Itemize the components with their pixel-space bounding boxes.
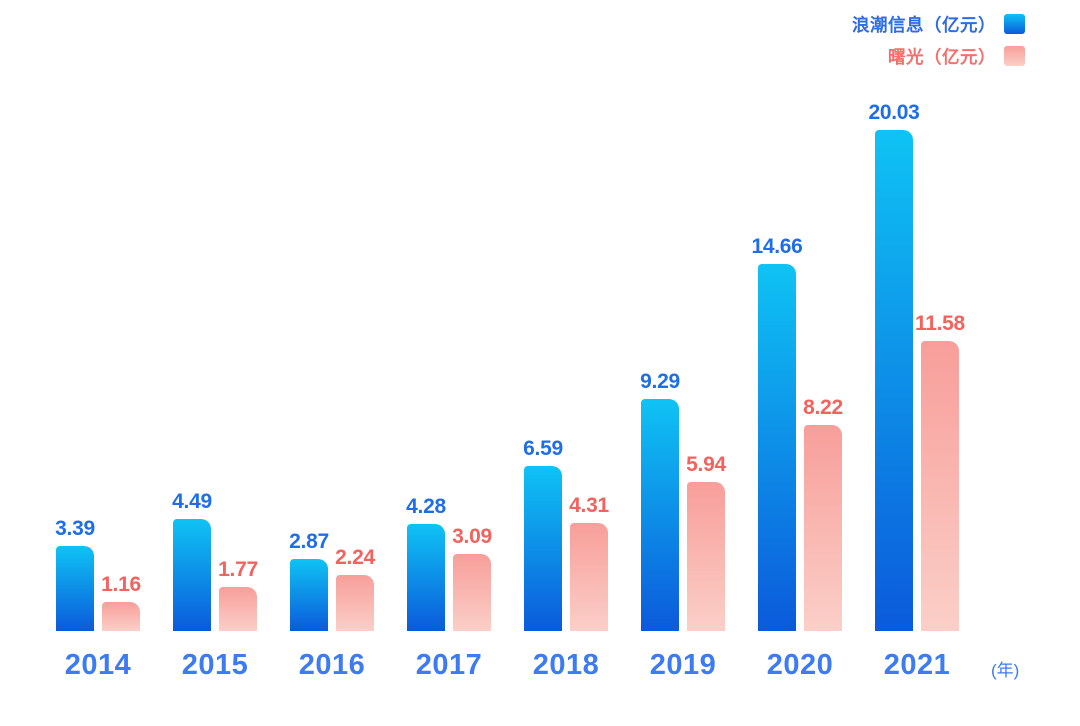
bar-langchao-2014: [56, 546, 94, 631]
bar-langchao-2020: [758, 264, 796, 631]
bar-shuguang-2020: [804, 425, 842, 631]
bar-shuguang-2015: [219, 587, 257, 631]
bar-shuguang-2018: [570, 523, 608, 631]
legend-swatch-shuguang-icon: [1004, 46, 1025, 66]
x-axis-label-2021: 2021: [883, 649, 951, 681]
value-label-langchao-2016: 2.87: [289, 530, 329, 553]
x-axis-label-2017: 2017: [415, 649, 483, 681]
value-label-langchao-2017: 4.28: [406, 495, 446, 518]
bar-langchao-2018: [524, 466, 562, 631]
legend-label-shuguang: 曙光（亿元）: [888, 46, 996, 67]
legend-item-shuguang: 曙光（亿元）: [852, 46, 1025, 67]
value-label-shuguang-2016: 2.24: [335, 546, 375, 569]
legend-swatch-langchao-icon: [1004, 14, 1025, 34]
value-label-langchao-2015: 4.49: [172, 490, 212, 513]
x-axis-label-2014: 2014: [64, 649, 132, 681]
value-label-shuguang-2015: 1.77: [218, 558, 258, 581]
legend-item-langchao: 浪潮信息（亿元）: [852, 14, 1025, 35]
value-label-shuguang-2014: 1.16: [101, 573, 141, 596]
bar-shuguang-2019: [687, 482, 725, 631]
bar-langchao-2021: [875, 130, 913, 631]
legend-label-langchao: 浪潮信息（亿元）: [852, 14, 996, 35]
value-label-langchao-2018: 6.59: [523, 437, 563, 460]
legend: 浪潮信息（亿元） 曙光（亿元）: [852, 14, 1025, 78]
value-label-langchao-2019: 9.29: [640, 370, 680, 393]
bar-shuguang-2016: [336, 575, 374, 631]
value-label-langchao-2014: 3.39: [55, 517, 95, 540]
x-axis-unit-label: (年): [991, 661, 1020, 680]
value-label-shuguang-2021: 11.58: [915, 312, 965, 335]
bar-langchao-2016: [290, 559, 328, 631]
value-label-langchao-2021: 20.03: [868, 101, 920, 124]
bar-langchao-2015: [173, 519, 211, 631]
value-label-shuguang-2020: 8.22: [803, 396, 843, 419]
bar-langchao-2017: [407, 524, 445, 631]
x-axis-label-2015: 2015: [181, 649, 249, 681]
bar-langchao-2019: [641, 399, 679, 631]
value-label-langchao-2020: 14.66: [751, 235, 803, 258]
bar-shuguang-2014: [102, 602, 140, 631]
x-axis-label-2020: 2020: [766, 649, 834, 681]
bar-shuguang-2021: [921, 341, 959, 631]
value-label-shuguang-2019: 5.94: [686, 453, 726, 476]
x-axis-label-2016: 2016: [298, 649, 366, 681]
x-axis-label-2019: 2019: [649, 649, 717, 681]
value-label-shuguang-2018: 4.31: [569, 494, 609, 517]
x-axis-label-2018: 2018: [532, 649, 600, 681]
value-label-shuguang-2017: 3.09: [452, 525, 492, 548]
bar-shuguang-2017: [453, 554, 491, 631]
